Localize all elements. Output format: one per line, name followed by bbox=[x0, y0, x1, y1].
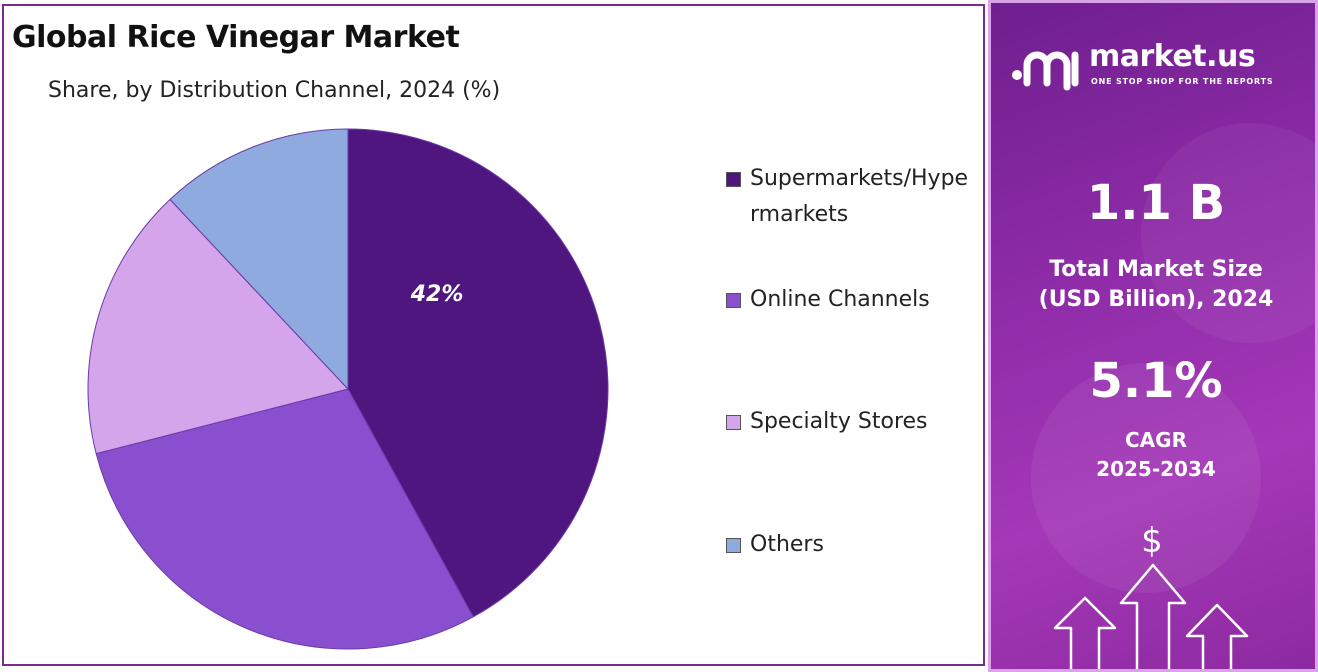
background-decoration bbox=[1031, 363, 1261, 593]
legend-label: Others bbox=[750, 532, 824, 557]
legend-item-supermarkets: Supermarkets/Hypermarkets bbox=[726, 166, 972, 233]
legend-swatch bbox=[726, 172, 741, 187]
cagr-label: CAGR bbox=[1125, 428, 1187, 452]
chart-panel: Global Rice Vinegar Market Share, by Dis… bbox=[2, 4, 985, 666]
legend-swatch bbox=[726, 415, 741, 430]
market-us-logo-icon bbox=[1012, 51, 1079, 91]
cagr-value: 5.1% bbox=[1089, 353, 1223, 409]
legend-item-online: Online Channels bbox=[726, 287, 972, 318]
chart-title: Global Rice Vinegar Market bbox=[12, 20, 460, 55]
pie-chart: 42% bbox=[87, 128, 609, 650]
legend-swatch bbox=[726, 293, 741, 308]
cagr-period: 2025-2034 bbox=[1096, 457, 1216, 481]
market-size-value: 1.1 B bbox=[1086, 175, 1226, 231]
legend-item-others: Others bbox=[726, 532, 972, 563]
legend-item-specialty: Specialty Stores bbox=[726, 409, 972, 440]
market-size-label-line2: (USD Billion), 2024 bbox=[1038, 287, 1274, 312]
pie-data-label: 42% bbox=[410, 282, 464, 307]
brand-logo: market.us ONE STOP SHOP FOR THE REPORTS bbox=[1011, 39, 1301, 99]
pie-slice-supermarkets-hypermarkets bbox=[347, 128, 609, 618]
chart-subtitle: Share, by Distribution Channel, 2024 (%) bbox=[48, 78, 501, 103]
info-panel: market.us ONE STOP SHOP FOR THE REPORTS … bbox=[988, 0, 1318, 672]
up-arrow-icon bbox=[1053, 563, 1249, 669]
legend-label: Online Channels bbox=[750, 287, 930, 312]
brand-name: market.us bbox=[1089, 39, 1256, 74]
pie-slice-online-channels bbox=[95, 388, 474, 650]
dollar-icon: $ bbox=[1141, 521, 1163, 561]
legend-swatch bbox=[726, 538, 741, 553]
pie-slice-others bbox=[169, 128, 349, 391]
legend-label: Supermarkets/Hypermarkets bbox=[750, 166, 969, 227]
background-decoration bbox=[1141, 123, 1315, 343]
market-size-label-line1: Total Market Size bbox=[1049, 257, 1263, 282]
legend-label: Specialty Stores bbox=[750, 409, 928, 434]
pie-slice-specialty-stores bbox=[87, 198, 349, 455]
brand-tagline: ONE STOP SHOP FOR THE REPORTS bbox=[1091, 77, 1274, 86]
